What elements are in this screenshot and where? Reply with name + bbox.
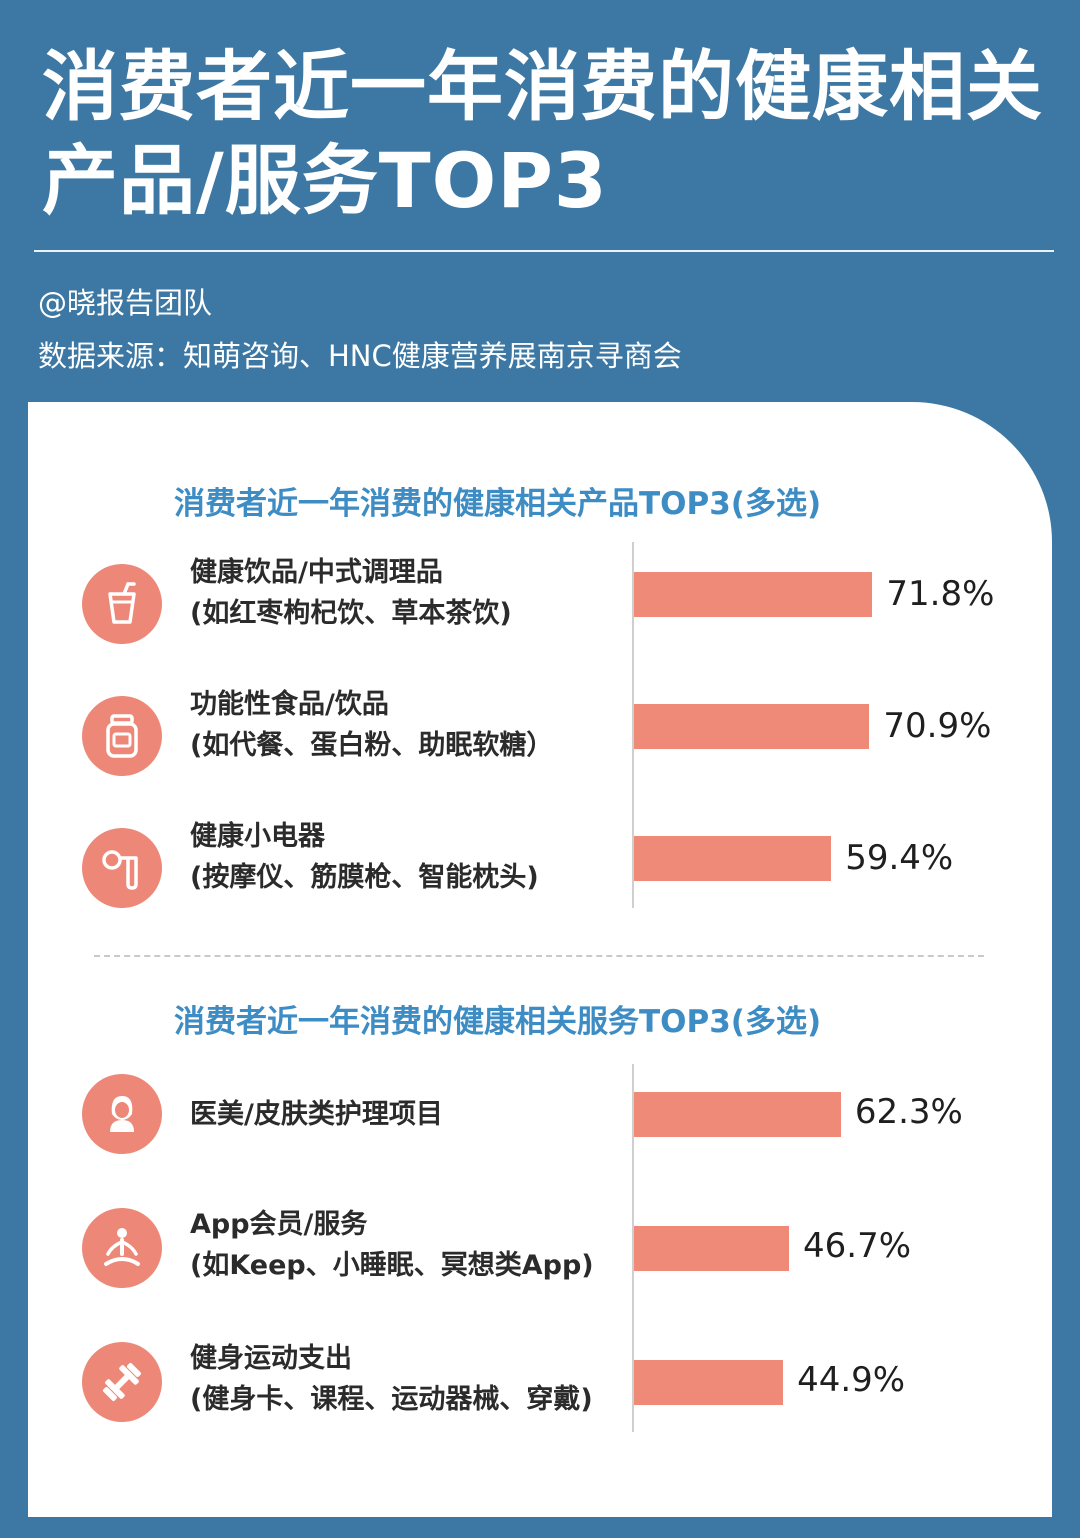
chart-card: 消费者近一年消费的健康相关产品TOP3(多选) 健康饮品/中式调理品 (如红枣枸… — [28, 402, 1052, 1517]
data-source: 数据来源：知萌咨询、HNC健康营养展南京寻商会 — [38, 339, 682, 373]
bar — [634, 1092, 841, 1137]
woman-face-icon — [82, 1074, 162, 1154]
products-row-1: 健康饮品/中式调理品 (如红枣枸杞饮、草本茶饮) 71.8% — [28, 552, 1052, 662]
meditation-icon — [82, 1208, 162, 1288]
products-axis — [632, 542, 634, 908]
page-title: 消费者近一年消费的健康相关产品/服务TOP3 — [42, 42, 1043, 225]
category-label: 功能性食品/饮品 (如代餐、蛋白粉、助眠软糖） — [190, 689, 554, 761]
category-label: 医美/皮肤类护理项目 — [190, 1099, 443, 1130]
services-row-3: 健身运动支出 (健身卡、课程、运动器械、穿戴) 44.9% — [28, 1338, 1052, 1448]
category-label: App会员/服务 (如Keep、小睡眠、冥想类App) — [190, 1209, 594, 1281]
dumbbell-icon — [82, 1342, 162, 1422]
value-label: 44.9% — [797, 1360, 906, 1400]
value-label: 71.8% — [886, 574, 995, 614]
section-divider — [94, 955, 984, 957]
services-chart-title: 消费者近一年消费的健康相关服务TOP3(多选) — [174, 1004, 822, 1040]
services-row-1: 医美/皮肤类护理项目 62.3% — [28, 1070, 1052, 1180]
bar — [634, 572, 873, 617]
products-chart-title: 消费者近一年消费的健康相关产品TOP3(多选) — [174, 486, 822, 522]
bar — [634, 1226, 790, 1271]
services-axis — [632, 1064, 634, 1432]
drink-cup-icon — [82, 564, 162, 644]
bar — [634, 836, 832, 881]
category-label: 健康饮品/中式调理品 (如红枣枸杞饮、草本茶饮) — [190, 557, 512, 629]
header-divider — [34, 250, 1054, 252]
category-label: 健身运动支出 (健身卡、课程、运动器械、穿戴) — [190, 1343, 593, 1415]
category-label: 健康小电器 (按摩仪、筋膜枪、智能枕头) — [190, 821, 539, 893]
value-label: 46.7% — [803, 1226, 912, 1266]
value-label: 59.4% — [845, 838, 954, 878]
products-row-3: 健康小电器 (按摩仪、筋膜枪、智能枕头) 59.4% — [28, 816, 1052, 926]
value-label: 70.9% — [883, 706, 992, 746]
bar — [634, 704, 870, 749]
products-row-2: 功能性食品/饮品 (如代餐、蛋白粉、助眠软糖） 70.9% — [28, 684, 1052, 794]
author-credit: @晓报告团队 — [38, 286, 213, 320]
services-row-2: App会员/服务 (如Keep、小睡眠、冥想类App) 46.7% — [28, 1204, 1052, 1314]
bar — [634, 1360, 784, 1405]
massager-icon — [82, 828, 162, 908]
supplement-jar-icon — [82, 696, 162, 776]
value-label: 62.3% — [854, 1092, 963, 1132]
